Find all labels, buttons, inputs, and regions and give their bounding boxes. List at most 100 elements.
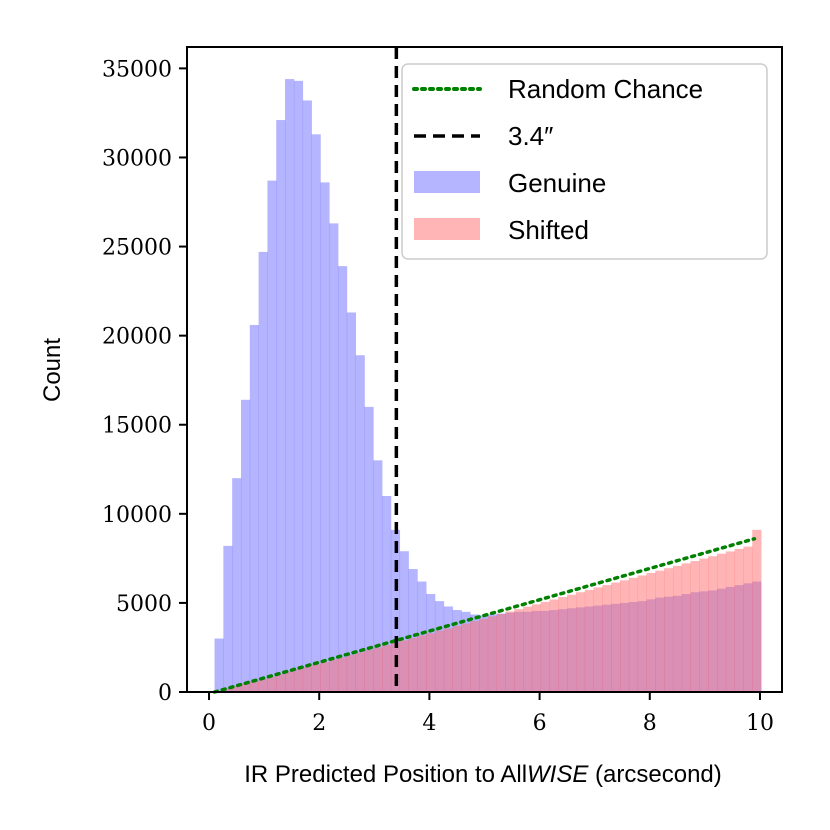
shifted-bar-34 xyxy=(514,609,524,692)
shifted-bar-57 xyxy=(716,553,727,692)
shifted-bar-39 xyxy=(558,597,568,692)
shifted-bar-9 xyxy=(293,669,304,692)
shifted-bar-12 xyxy=(320,662,330,692)
shifted-bar-61 xyxy=(752,529,762,692)
genuine-bar-20 xyxy=(390,529,401,692)
x-axis-label-suffix: (arcsecond) xyxy=(588,761,721,788)
y-axis-label: Count xyxy=(39,338,66,402)
shifted-bar-59 xyxy=(734,548,744,692)
shifted-bar-36 xyxy=(531,604,542,692)
genuine-bar-4 xyxy=(249,324,260,692)
shifted-bar-25 xyxy=(434,630,445,692)
x-tick-label: 10 xyxy=(746,711,774,736)
genuine-bar-3 xyxy=(240,399,251,692)
y-tick-label: 10000 xyxy=(102,503,172,528)
y-axis-ticks: 0 5000 10000 15000 20000 25000 30000 35000 xyxy=(102,57,187,706)
genuine-bar-12 xyxy=(320,182,330,692)
y-tick-label: 35000 xyxy=(102,57,172,82)
shifted-bar-31 xyxy=(487,616,498,692)
genuine-bar-18 xyxy=(373,460,383,692)
shifted-bar-47 xyxy=(628,577,639,692)
legend: Random Chance 3.4″ Genuine Shifted xyxy=(401,63,768,260)
shifted-bar-38 xyxy=(549,599,559,692)
legend-genuine-swatch xyxy=(414,171,480,193)
shifted-bar-30 xyxy=(478,618,489,692)
random-chance-line xyxy=(212,537,757,694)
shifted-bar-41 xyxy=(575,592,586,692)
shifted-bar-52 xyxy=(672,565,683,692)
shifted-bar-27 xyxy=(452,625,462,692)
legend-random-chance-label: Random Chance xyxy=(508,74,703,104)
y-tick-label: 30000 xyxy=(102,146,172,171)
shifted-bar-54 xyxy=(690,561,700,692)
shifted-bar-55 xyxy=(699,558,709,692)
shifted-bar-13 xyxy=(329,659,339,692)
legend-shifted-label: Shifted xyxy=(508,215,589,245)
shifted-bar-7 xyxy=(276,674,286,692)
genuine-bar-11 xyxy=(311,134,321,692)
shifted-bar-17 xyxy=(364,649,374,692)
genuine-bar-8 xyxy=(285,79,295,692)
shifted-bar-15 xyxy=(346,654,356,692)
shifted-bar-6 xyxy=(267,676,277,692)
legend-threshold-label: 3.4″ xyxy=(508,121,553,151)
shifted-bar-19 xyxy=(382,645,392,692)
shifted-bar-10 xyxy=(302,666,312,692)
genuine-bar-17 xyxy=(364,406,374,692)
shifted-bar-44 xyxy=(602,585,612,692)
shifted-bar-46 xyxy=(620,580,630,692)
genuine-bar-5 xyxy=(258,251,268,692)
genuine-bar-9 xyxy=(293,80,304,693)
shifted-bar-45 xyxy=(611,582,621,692)
genuine-bar-7 xyxy=(276,120,286,692)
x-tick-label: 4 xyxy=(422,711,436,736)
genuine-bar-10 xyxy=(302,100,312,692)
shifted-bar-16 xyxy=(355,652,365,692)
legend-genuine-label: Genuine xyxy=(508,168,606,198)
shifted-bar-53 xyxy=(681,563,691,692)
legend-box xyxy=(401,63,768,260)
shifted-bar-48 xyxy=(637,575,647,692)
x-tick-label: 2 xyxy=(312,711,326,736)
x-axis-label: IR Predicted Position to AllWISE (arcsec… xyxy=(244,761,722,788)
shifted-bar-20 xyxy=(390,642,401,692)
shifted-bar-42 xyxy=(584,589,594,692)
genuine-bar-21 xyxy=(399,551,409,692)
y-tick-label: 25000 xyxy=(102,236,172,261)
shifted-bar-4 xyxy=(249,681,260,692)
shifted-bar-56 xyxy=(708,556,718,692)
genuine-bar-0 xyxy=(214,638,224,692)
plot-frame xyxy=(186,46,783,693)
shifted-bar-35 xyxy=(523,606,533,692)
y-tick-label: 5000 xyxy=(116,592,172,617)
shifted-bar-2 xyxy=(232,686,242,692)
genuine-bar-19 xyxy=(382,496,392,692)
x-axis-ticks: 0 2 4 6 8 10 xyxy=(202,692,774,736)
x-tick-label: 0 xyxy=(202,711,216,736)
shifted-bar-49 xyxy=(646,572,656,692)
shifted-bar-58 xyxy=(725,551,736,692)
shifted-bar-14 xyxy=(337,657,348,692)
genuine-bar-2 xyxy=(232,478,242,692)
shifted-bar-24 xyxy=(426,633,436,692)
x-axis-label-italic: WISE xyxy=(527,761,589,788)
shifted-bar-28 xyxy=(461,623,471,692)
shifted-bar-21 xyxy=(399,640,409,692)
shifted-bar-3 xyxy=(240,683,251,692)
shifted-bars xyxy=(214,529,762,692)
shifted-bar-29 xyxy=(470,621,480,692)
shifted-bar-26 xyxy=(443,628,453,692)
shifted-bar-1 xyxy=(223,688,233,692)
genuine-bar-1 xyxy=(223,545,233,692)
shifted-bar-43 xyxy=(593,587,603,692)
x-tick-label: 6 xyxy=(533,711,547,736)
shifted-bar-22 xyxy=(408,638,418,692)
shifted-bar-8 xyxy=(285,671,295,692)
x-axis-label-prefix: IR Predicted Position to All xyxy=(244,761,527,788)
shifted-bar-40 xyxy=(567,594,577,692)
shifted-bar-32 xyxy=(496,613,506,692)
shifted-bar-5 xyxy=(258,678,268,692)
genuine-bar-16 xyxy=(355,355,365,692)
y-tick-label: 20000 xyxy=(102,325,172,350)
shifted-bar-18 xyxy=(373,647,383,692)
